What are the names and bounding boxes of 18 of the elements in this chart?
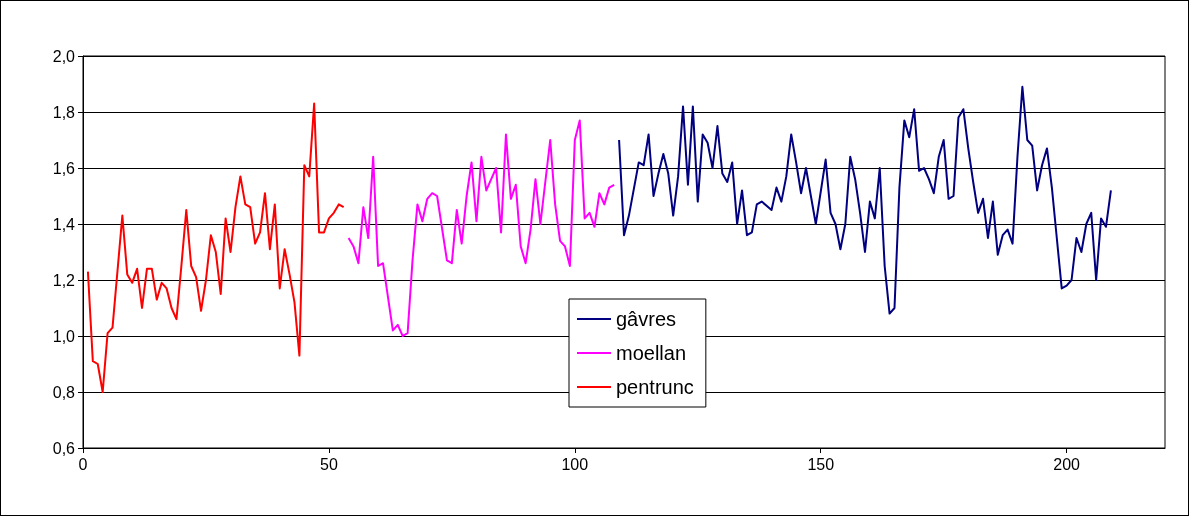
y-tick-label: 0,8 [52, 383, 76, 401]
x-tick-label: 50 [320, 455, 338, 473]
legend-label: gâvres [616, 308, 677, 330]
y-tick-label: 1,4 [52, 215, 76, 233]
legend-label: moellan [616, 342, 687, 364]
y-tick-label: 1,2 [52, 271, 76, 289]
y-tick-label: 0,6 [52, 439, 76, 457]
y-tick-label: 1,8 [52, 103, 76, 121]
x-tick-label: 200 [1053, 455, 1081, 473]
line-series [347, 119, 616, 337]
y-tick-label: 2,0 [52, 47, 76, 65]
x-tick-label: 0 [78, 455, 88, 473]
y-tick-label: 1,6 [52, 159, 76, 177]
x-tick-label: 100 [561, 455, 589, 473]
legend-label: pentrunc [616, 376, 694, 398]
y-tick-label: 1,0 [52, 327, 76, 345]
line-series [86, 102, 345, 393]
x-tick-label: 150 [807, 455, 835, 473]
